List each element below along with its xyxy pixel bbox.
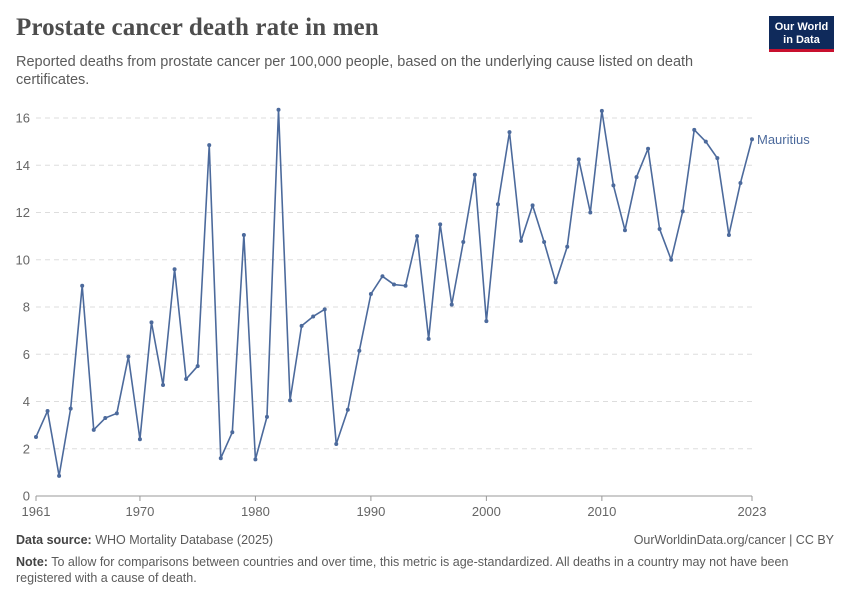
x-tick-label: 1961 (22, 504, 51, 519)
source-label: Data source: (16, 533, 92, 547)
data-point[interactable] (207, 143, 212, 148)
y-tick-label: 2 (23, 441, 30, 456)
series-layer: Mauritius (34, 107, 810, 478)
y-tick-label: 4 (23, 394, 30, 409)
data-point[interactable] (253, 457, 258, 462)
data-point[interactable] (299, 323, 304, 328)
data-point[interactable] (565, 244, 570, 249)
data-point[interactable] (530, 203, 535, 208)
logo-line-2: in Data (783, 34, 820, 46)
data-point[interactable] (218, 456, 223, 461)
data-point[interactable] (91, 427, 96, 432)
y-tick-label: 14 (16, 158, 30, 173)
y-tick-label: 10 (16, 252, 30, 267)
data-point[interactable] (334, 442, 339, 447)
logo-line-1: Our World (774, 21, 829, 33)
data-point[interactable] (576, 157, 581, 162)
y-tick-label: 0 (23, 489, 30, 504)
data-point[interactable] (368, 292, 373, 297)
data-point[interactable] (80, 283, 85, 288)
data-point[interactable] (611, 183, 616, 188)
data-point[interactable] (380, 274, 385, 279)
url-license[interactable]: OurWorldinData.org/cancer | CC BY (633, 533, 834, 547)
data-point[interactable] (680, 209, 685, 214)
data-point[interactable] (161, 382, 166, 387)
data-point[interactable] (184, 377, 189, 382)
y-tick-label: 6 (23, 347, 30, 362)
owid-logo[interactable]: Our World in Data (769, 16, 834, 52)
y-axis-ticks: 0 2 4 6 8 10 12 14 16 (16, 111, 30, 504)
series-label[interactable]: Mauritius (757, 132, 810, 147)
data-point[interactable] (669, 257, 674, 262)
data-point[interactable] (472, 172, 477, 177)
data-point[interactable] (322, 307, 327, 312)
data-point[interactable] (68, 406, 73, 411)
chart-subtitle: Reported deaths from prostate cancer per… (16, 54, 694, 88)
data-point[interactable] (588, 210, 593, 215)
y-tick-label: 8 (23, 300, 30, 315)
data-point[interactable] (726, 232, 731, 237)
data-point[interactable] (415, 234, 420, 239)
data-point[interactable] (634, 175, 639, 180)
x-tick-label: 2023 (738, 504, 767, 519)
data-point[interactable] (750, 137, 754, 142)
data-point[interactable] (392, 282, 396, 287)
series-line[interactable] (35, 108, 753, 477)
chart-title: Prostate cancer death rate in men (16, 14, 379, 41)
data-point[interactable] (461, 240, 466, 245)
data-point[interactable] (715, 156, 720, 161)
data-point[interactable] (288, 398, 293, 403)
data-point[interactable] (622, 228, 627, 233)
data-point[interactable] (230, 430, 235, 435)
x-tick-label: 2010 (587, 504, 616, 519)
x-axis: 1961 1970 1980 1990 2000 2010 2023 (22, 495, 767, 519)
data-point[interactable] (57, 473, 62, 478)
data-point[interactable] (646, 146, 651, 151)
data-point[interactable] (553, 280, 558, 285)
y-tick-label: 16 (16, 111, 30, 126)
y-tick-label: 12 (16, 205, 30, 220)
x-tick-label: 1980 (241, 504, 270, 519)
data-point[interactable] (519, 238, 524, 243)
x-tick-label: 2000 (472, 504, 501, 519)
note-row: Note: To allow for comparisons between c… (16, 554, 816, 586)
data-point[interactable] (45, 408, 50, 413)
data-point[interactable] (599, 108, 604, 113)
data-point[interactable] (657, 227, 662, 232)
x-tick-label: 1970 (125, 504, 154, 519)
source-text[interactable]: WHO Mortality Database (2025) (95, 533, 274, 547)
note-text: To allow for comparisons between countri… (16, 555, 789, 585)
x-tick-label: 1990 (356, 504, 385, 519)
data-point[interactable] (311, 314, 316, 319)
data-point[interactable] (241, 232, 246, 237)
data-point[interactable] (264, 414, 269, 419)
data-point[interactable] (195, 364, 200, 369)
data-point[interactable] (172, 267, 177, 272)
data-point[interactable] (34, 434, 38, 439)
data-point[interactable] (126, 354, 131, 359)
data-point[interactable] (276, 107, 281, 112)
data-point[interactable] (114, 411, 119, 416)
data-point[interactable] (449, 302, 454, 307)
data-point[interactable] (137, 437, 142, 442)
data-point[interactable] (692, 127, 697, 132)
source-row: Data source: WHO Mortality Database (202… (16, 533, 834, 547)
data-point[interactable] (703, 139, 708, 144)
data-point[interactable] (542, 240, 547, 245)
data-point[interactable] (738, 180, 743, 185)
data-point[interactable] (507, 130, 512, 135)
data-point[interactable] (345, 407, 350, 412)
data-point[interactable] (403, 283, 408, 288)
data-point[interactable] (495, 202, 500, 207)
data-point[interactable] (357, 348, 362, 353)
data-point[interactable] (149, 320, 154, 325)
gridlines (36, 117, 752, 450)
data-point[interactable] (103, 416, 108, 421)
data-point[interactable] (426, 336, 431, 341)
note-label: Note: (16, 555, 48, 569)
data-point[interactable] (438, 222, 443, 227)
data-point[interactable] (484, 319, 489, 324)
